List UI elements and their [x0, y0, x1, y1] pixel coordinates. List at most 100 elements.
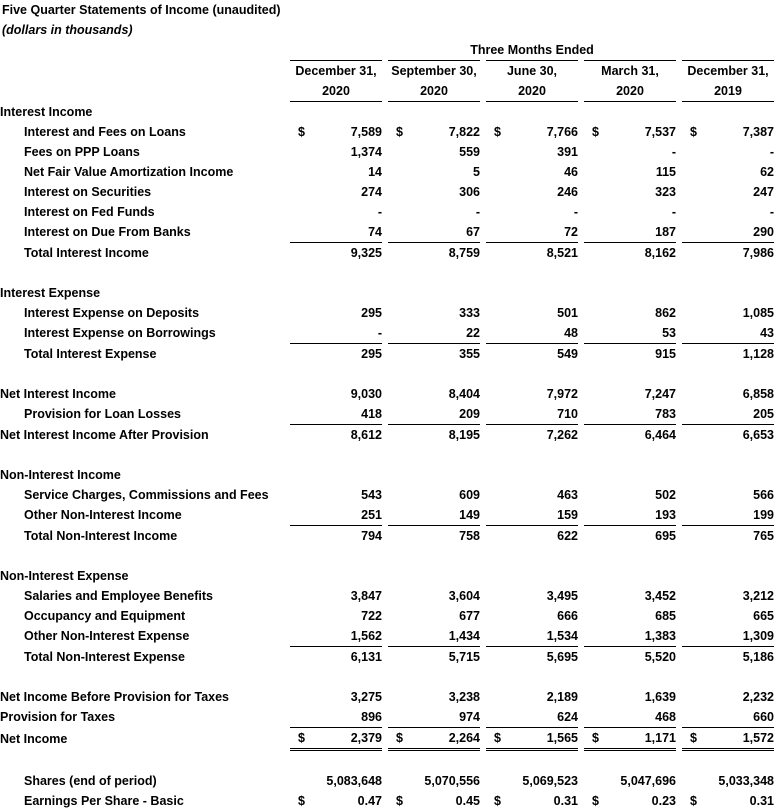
row-value: 722	[290, 606, 382, 626]
row-value: 695	[584, 526, 676, 547]
row-value: 306	[388, 182, 480, 202]
value-text: 862	[655, 306, 676, 320]
row-label: Interest on Securities	[24, 185, 152, 199]
value-text: 624	[557, 710, 578, 724]
row-value: 1,534	[486, 626, 578, 647]
row-value: -	[486, 202, 578, 222]
value-text: 566	[753, 488, 774, 502]
value-text: 6,464	[644, 428, 676, 442]
value-text: 199	[753, 508, 774, 522]
row-value: $7,766	[486, 122, 578, 142]
row-value: 8,521	[486, 243, 578, 264]
row-label: Net Interest Income After Provision	[0, 427, 209, 442]
statement-row: Net Income $2,379 $2,264 $1,565 $1,171 $1,572	[0, 727, 774, 751]
row-value: 1,639	[584, 687, 676, 707]
row-value: 794	[290, 526, 382, 547]
value-text: 8,521	[546, 246, 578, 260]
value-text: -	[377, 205, 382, 219]
section-heading: Non-Interest Expense	[0, 569, 129, 583]
value-text: 149	[459, 508, 480, 522]
column-header-year: 2019	[682, 81, 774, 102]
value-text: 1,383	[644, 629, 676, 643]
row-label: Net Fair Value Amortization Income	[24, 165, 234, 179]
value-text: 43	[760, 326, 774, 340]
row-value: 1,383	[584, 626, 676, 647]
row-value: 9,030	[290, 384, 382, 404]
currency-symbol: $	[690, 794, 697, 808]
section-heading: Interest Expense	[0, 286, 101, 300]
value-text: 0.45	[455, 794, 480, 808]
value-text: 187	[655, 225, 676, 239]
column-header-month: March 31,	[584, 60, 676, 81]
statement-row: Total Non-Interest Income 794 758 622 695 765	[0, 526, 774, 547]
row-value: 862	[584, 303, 676, 323]
value-text: 502	[655, 488, 676, 502]
statement-row: Interest Expense on Deposits 295 333 501 862…	[0, 303, 774, 323]
value-text: 5,520	[644, 650, 676, 664]
statement-row: Other Non-Interest Expense 1,562 1,434 1,53…	[0, 626, 774, 647]
column-header-month: June 30,	[486, 60, 578, 81]
income-statement-table: Three Months Ended December 31, September …	[0, 40, 774, 811]
row-value: 501	[486, 303, 578, 323]
row-value: 9,325	[290, 243, 382, 264]
row-value: 1,562	[290, 626, 382, 647]
value-text: 710	[557, 407, 578, 421]
row-value: 7,262	[486, 425, 578, 446]
row-value: $2,264	[388, 727, 480, 751]
value-text: 1,434	[448, 629, 480, 643]
currency-symbol: $	[494, 731, 501, 745]
currency-symbol: $	[592, 794, 599, 808]
row-value: 896	[290, 707, 382, 728]
value-text: 247	[753, 185, 774, 199]
column-header-month: September 30,	[388, 60, 480, 81]
row-value: 67	[388, 222, 480, 243]
value-text: 677	[459, 609, 480, 623]
value-text: -	[671, 205, 676, 219]
value-text: 8,162	[644, 246, 676, 260]
row-value: 3,212	[682, 586, 774, 606]
row-value: $2,379	[290, 727, 382, 751]
statement-row: Occupancy and Equipment 722 677 666 685 665	[0, 606, 774, 626]
spacer-row	[0, 546, 774, 566]
row-value: 1,309	[682, 626, 774, 647]
row-label: Net Interest Income	[0, 387, 117, 401]
currency-symbol: $	[298, 125, 305, 139]
value-text: 3,847	[350, 589, 382, 603]
statement-row: Provision for Taxes 896 974 624 468 660	[0, 707, 774, 728]
row-value: 72	[486, 222, 578, 243]
row-label: Total Non-Interest Income	[24, 528, 178, 543]
row-value: 468	[584, 707, 676, 728]
value-text: 7,387	[742, 125, 774, 139]
row-value: 3,275	[290, 687, 382, 707]
statement-row: Shares (end of period) 5,083,648 5,070,556…	[0, 771, 774, 791]
row-value: 5,070,556	[388, 771, 480, 791]
column-header-year: 2020	[584, 81, 676, 102]
value-text: 1,374	[350, 145, 382, 159]
row-label: Net Income	[0, 731, 68, 746]
value-text: 5,069,523	[522, 774, 578, 788]
column-header-month: December 31,	[290, 60, 382, 81]
statement-row: Net Interest Income After Provision 8,612…	[0, 425, 774, 446]
row-value: 115	[584, 162, 676, 182]
row-value: 3,604	[388, 586, 480, 606]
spacer-row	[0, 750, 774, 772]
row-value: $7,589	[290, 122, 382, 142]
row-label: Total Interest Income	[24, 245, 149, 260]
value-text: 7,537	[644, 125, 676, 139]
row-label: Interest Expense on Deposits	[24, 306, 200, 320]
row-value: 3,452	[584, 586, 676, 606]
value-text: 0.23	[651, 794, 676, 808]
row-label: Shares (end of period)	[24, 774, 157, 788]
row-value: 6,131	[290, 647, 382, 668]
column-header-year: 2020	[486, 81, 578, 102]
row-value: 251	[290, 505, 382, 526]
row-value: 2,189	[486, 687, 578, 707]
value-text: 8,404	[448, 387, 480, 401]
statement-row: Interest Expense on Borrowings - 22 48 53 43	[0, 323, 774, 344]
row-value: 391	[486, 142, 578, 162]
row-value: 1,085	[682, 303, 774, 323]
statement-row: Total Interest Income 9,325 8,759 8,521 8,16…	[0, 243, 774, 264]
value-text: 666	[557, 609, 578, 623]
row-label: Total Interest Expense	[24, 346, 157, 361]
value-text: 205	[753, 407, 774, 421]
